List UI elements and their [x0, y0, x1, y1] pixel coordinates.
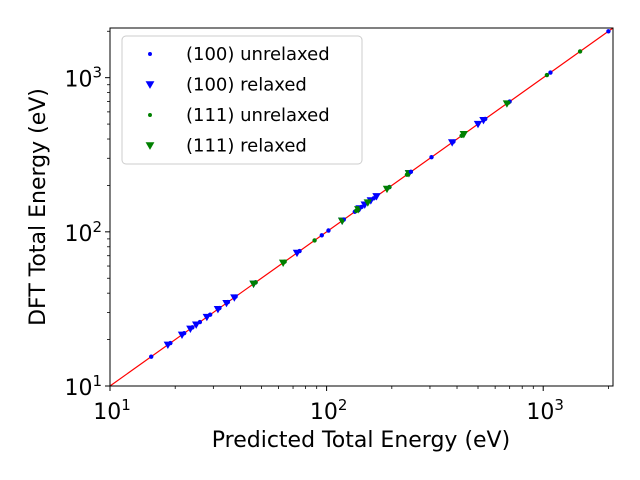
x-axis-label: Predicted Total Energy (eV): [212, 428, 510, 453]
data-point-dot: [225, 299, 231, 305]
data-point-dot: [190, 325, 195, 330]
data-point-dot: [359, 204, 364, 210]
data-point-dot: [387, 184, 392, 190]
y-tick-label: 103: [64, 64, 102, 93]
data-point-dot: [319, 233, 324, 238]
ticks-layer: 101 102 103 101 102 103: [64, 30, 609, 425]
data-point-dot: [168, 340, 173, 346]
y-tick-label: 101: [64, 372, 102, 401]
data-point-dot: [451, 139, 456, 144]
data-point-triangle: [372, 193, 381, 201]
x-tick-label: 102: [310, 396, 348, 425]
data-point-dot: [548, 70, 553, 75]
data-point-dot: [404, 172, 410, 177]
data-point-dot: [181, 331, 187, 336]
data-point-dot: [459, 133, 464, 138]
y-axis-label: DFT Total Energy (eV): [26, 88, 51, 326]
legend-label: (100) unrelaxed: [186, 44, 330, 65]
x-tick-label: 103: [526, 396, 564, 425]
data-points-layer: [149, 29, 611, 359]
data-point-dot: [253, 280, 258, 285]
data-point-dot: [312, 238, 317, 243]
data-point-dot: [326, 228, 331, 233]
legend-label: (111) unrelaxed: [186, 105, 330, 126]
legend-label: (111) relaxed: [186, 136, 307, 157]
data-point-triangle: [473, 120, 483, 129]
data-point-dot: [371, 196, 376, 201]
data-point-dot: [149, 354, 154, 359]
data-point-dot: [233, 294, 238, 299]
data-point-dot: [506, 100, 511, 105]
legend-marker: [148, 52, 152, 56]
legend: (100) unrelaxed (100) relaxed (111) unrela…: [121, 35, 363, 165]
legend-label: (100) relaxed: [186, 75, 307, 96]
data-point-dot: [544, 72, 550, 78]
data-point-triangle: [363, 199, 373, 207]
y-tick-label: 102: [64, 218, 102, 247]
legend-marker: [148, 113, 152, 117]
data-point-dot: [217, 305, 222, 311]
data-point-dot: [606, 29, 611, 34]
legend-box: [121, 35, 363, 165]
data-point-dot: [282, 259, 287, 264]
legend-marker: [145, 81, 155, 89]
data-point-dot: [354, 208, 359, 213]
data-point-dot: [429, 154, 434, 160]
data-point-dot: [577, 49, 583, 54]
data-point-dot: [207, 312, 213, 317]
data-point-triangle: [459, 131, 469, 139]
legend-marker: [145, 142, 155, 150]
data-point-dot: [483, 116, 488, 122]
data-point-dot: [339, 218, 345, 223]
series-2: [253, 49, 583, 285]
data-point-dot: [297, 248, 302, 254]
series-0: [149, 29, 611, 359]
plot-frame: [109, 27, 614, 387]
data-point-dot: [408, 169, 414, 175]
x-tick-label: 101: [93, 396, 131, 425]
data-point-dot: [197, 319, 203, 325]
